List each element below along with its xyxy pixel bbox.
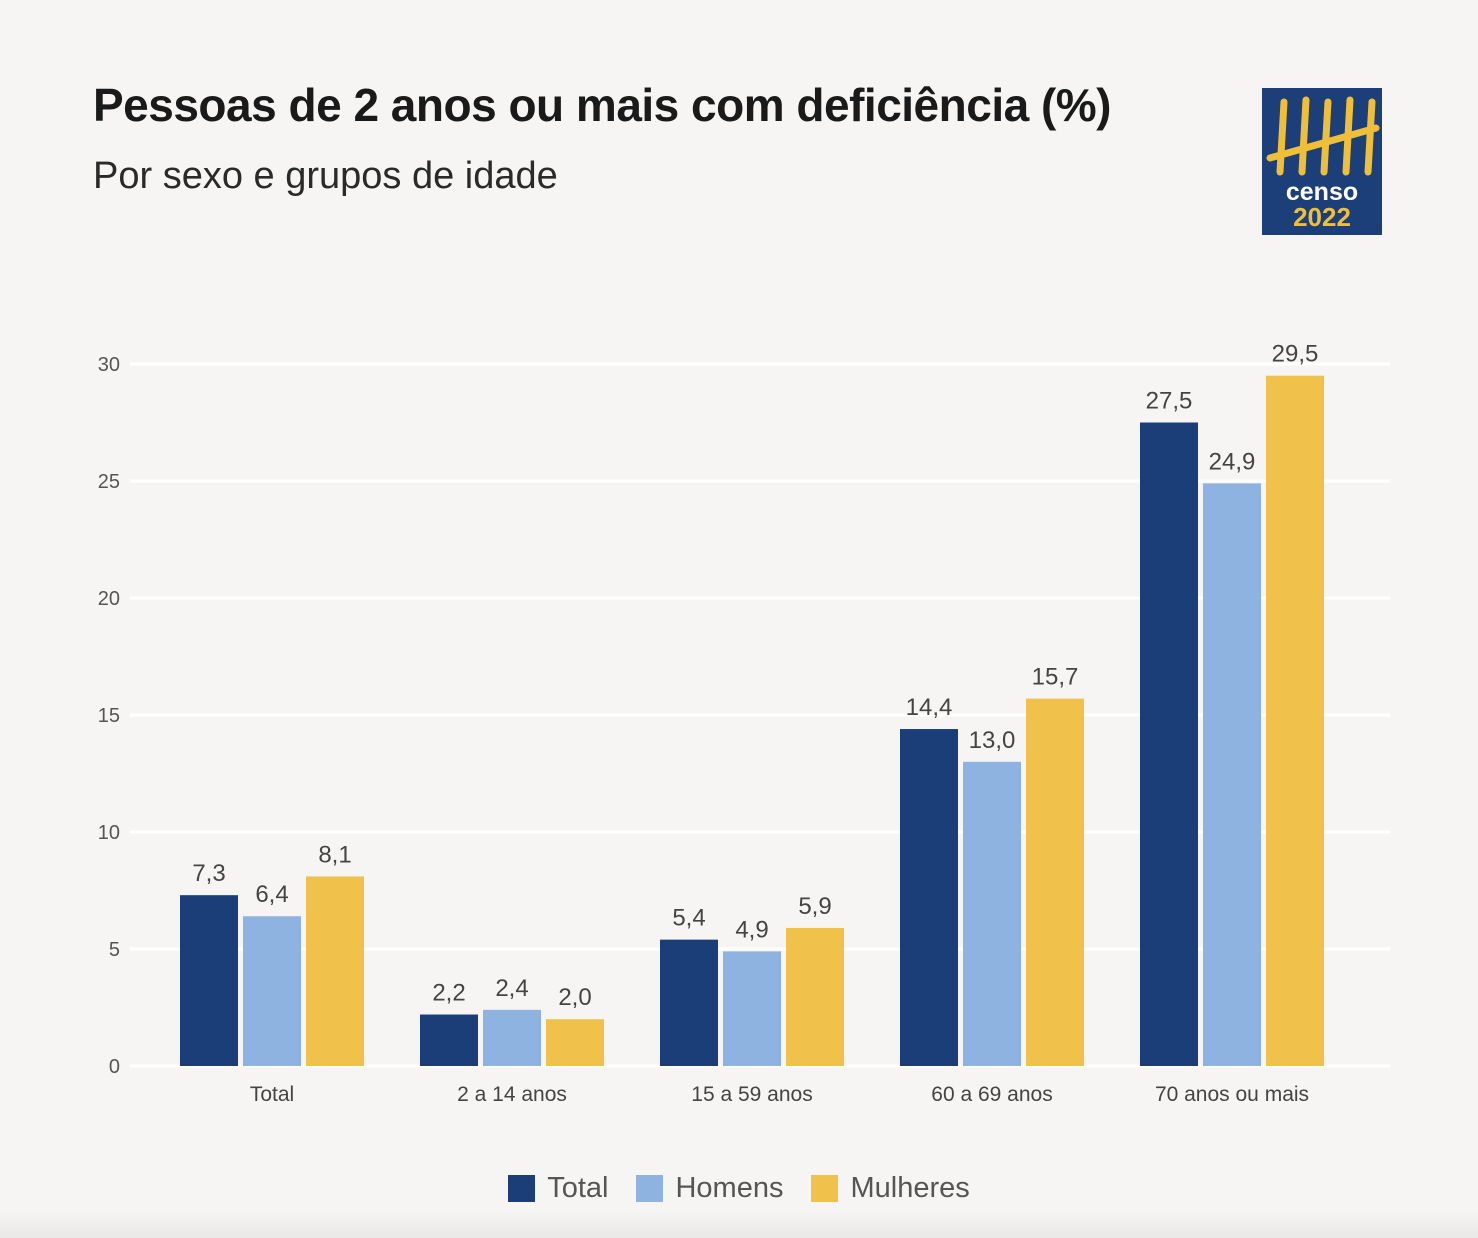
legend-swatch — [508, 1175, 536, 1202]
bar-mulheres — [306, 876, 364, 1066]
bars — [180, 375, 1324, 1067]
x-category-label: Total — [250, 1083, 294, 1106]
y-tick-label: 10 — [98, 822, 120, 844]
bottom-shade — [0, 1210, 1478, 1238]
data-label: 15,7 — [1032, 664, 1079, 691]
legend-item-mulheres: Mulheres — [811, 1172, 970, 1205]
y-tick-label: 15 — [98, 705, 120, 727]
tally-marks-icon — [1266, 96, 1380, 176]
y-tick-label: 20 — [98, 588, 120, 610]
bar-homens — [723, 951, 781, 1066]
bar-homens — [243, 916, 301, 1066]
bar-homens — [1203, 483, 1261, 1067]
data-label: 6,4 — [255, 881, 288, 908]
bar-mulheres — [786, 927, 844, 1066]
data-label: 7,3 — [192, 860, 225, 887]
y-tick-label: 30 — [98, 354, 120, 376]
bar-mulheres — [1026, 698, 1084, 1066]
y-tick-label: 25 — [98, 471, 120, 493]
x-category-label: 60 a 69 anos — [931, 1083, 1052, 1106]
data-label: 13,0 — [969, 727, 1016, 754]
legend-item-total: Total — [508, 1172, 608, 1205]
data-label: 2,4 — [495, 975, 528, 1002]
bar-total — [420, 1014, 478, 1066]
bar-mulheres — [1266, 375, 1324, 1066]
y-tick-label: 5 — [109, 939, 120, 961]
chart-subtitle: Por sexo e grupos de idade — [93, 155, 558, 197]
bar-mulheres — [546, 1019, 604, 1066]
bar-total — [660, 939, 718, 1066]
legend-label: Homens — [675, 1172, 784, 1204]
data-label: 5,4 — [672, 905, 705, 932]
x-category-label: 70 anos ou mais — [1155, 1083, 1309, 1106]
bar-total — [1140, 422, 1198, 1066]
legend-label: Mulheres — [850, 1172, 970, 1204]
y-axis: 0 5 10 15 20 25 30 — [98, 354, 120, 1078]
data-label: 4,9 — [735, 916, 768, 943]
data-label: 2,0 — [558, 984, 591, 1011]
data-label: 5,9 — [798, 893, 831, 920]
bar-homens — [483, 1009, 541, 1066]
legend-swatch — [811, 1175, 839, 1202]
data-label: 29,5 — [1272, 341, 1319, 368]
data-label: 14,4 — [906, 694, 953, 721]
value-labels: 7,3 6,4 8,1 2,2 2,4 2,0 5,4 4,9 5,9 14,4 13,0 15,7 2… — [192, 341, 1318, 1012]
x-axis: Total 2 a 14 anos 15 a 59 anos 60 a 69 anos… — [250, 1083, 1309, 1106]
legend: Total Homens Mulheres — [0, 1172, 1478, 1205]
legend-item-homens: Homens — [636, 1172, 783, 1205]
legend-swatch — [636, 1175, 664, 1202]
bar-total — [180, 895, 238, 1066]
y-tick-label: 0 — [109, 1056, 120, 1078]
x-category-label: 2 a 14 anos — [457, 1083, 567, 1106]
data-label: 27,5 — [1146, 388, 1193, 415]
data-label: 8,1 — [318, 841, 351, 868]
legend-label: Total — [547, 1172, 609, 1204]
logo-text-censo: censo — [1286, 178, 1358, 206]
data-label: 2,2 — [432, 980, 465, 1007]
censo-2022-logo: censo 2022 — [1262, 88, 1382, 235]
data-label: 24,9 — [1209, 448, 1256, 475]
bar-homens — [963, 761, 1021, 1066]
bar-total — [900, 729, 958, 1066]
chart-title: Pessoas de 2 anos ou mais com deficiênci… — [93, 79, 1112, 131]
logo-text-year: 2022 — [1293, 202, 1351, 232]
x-category-label: 15 a 59 anos — [691, 1083, 812, 1106]
